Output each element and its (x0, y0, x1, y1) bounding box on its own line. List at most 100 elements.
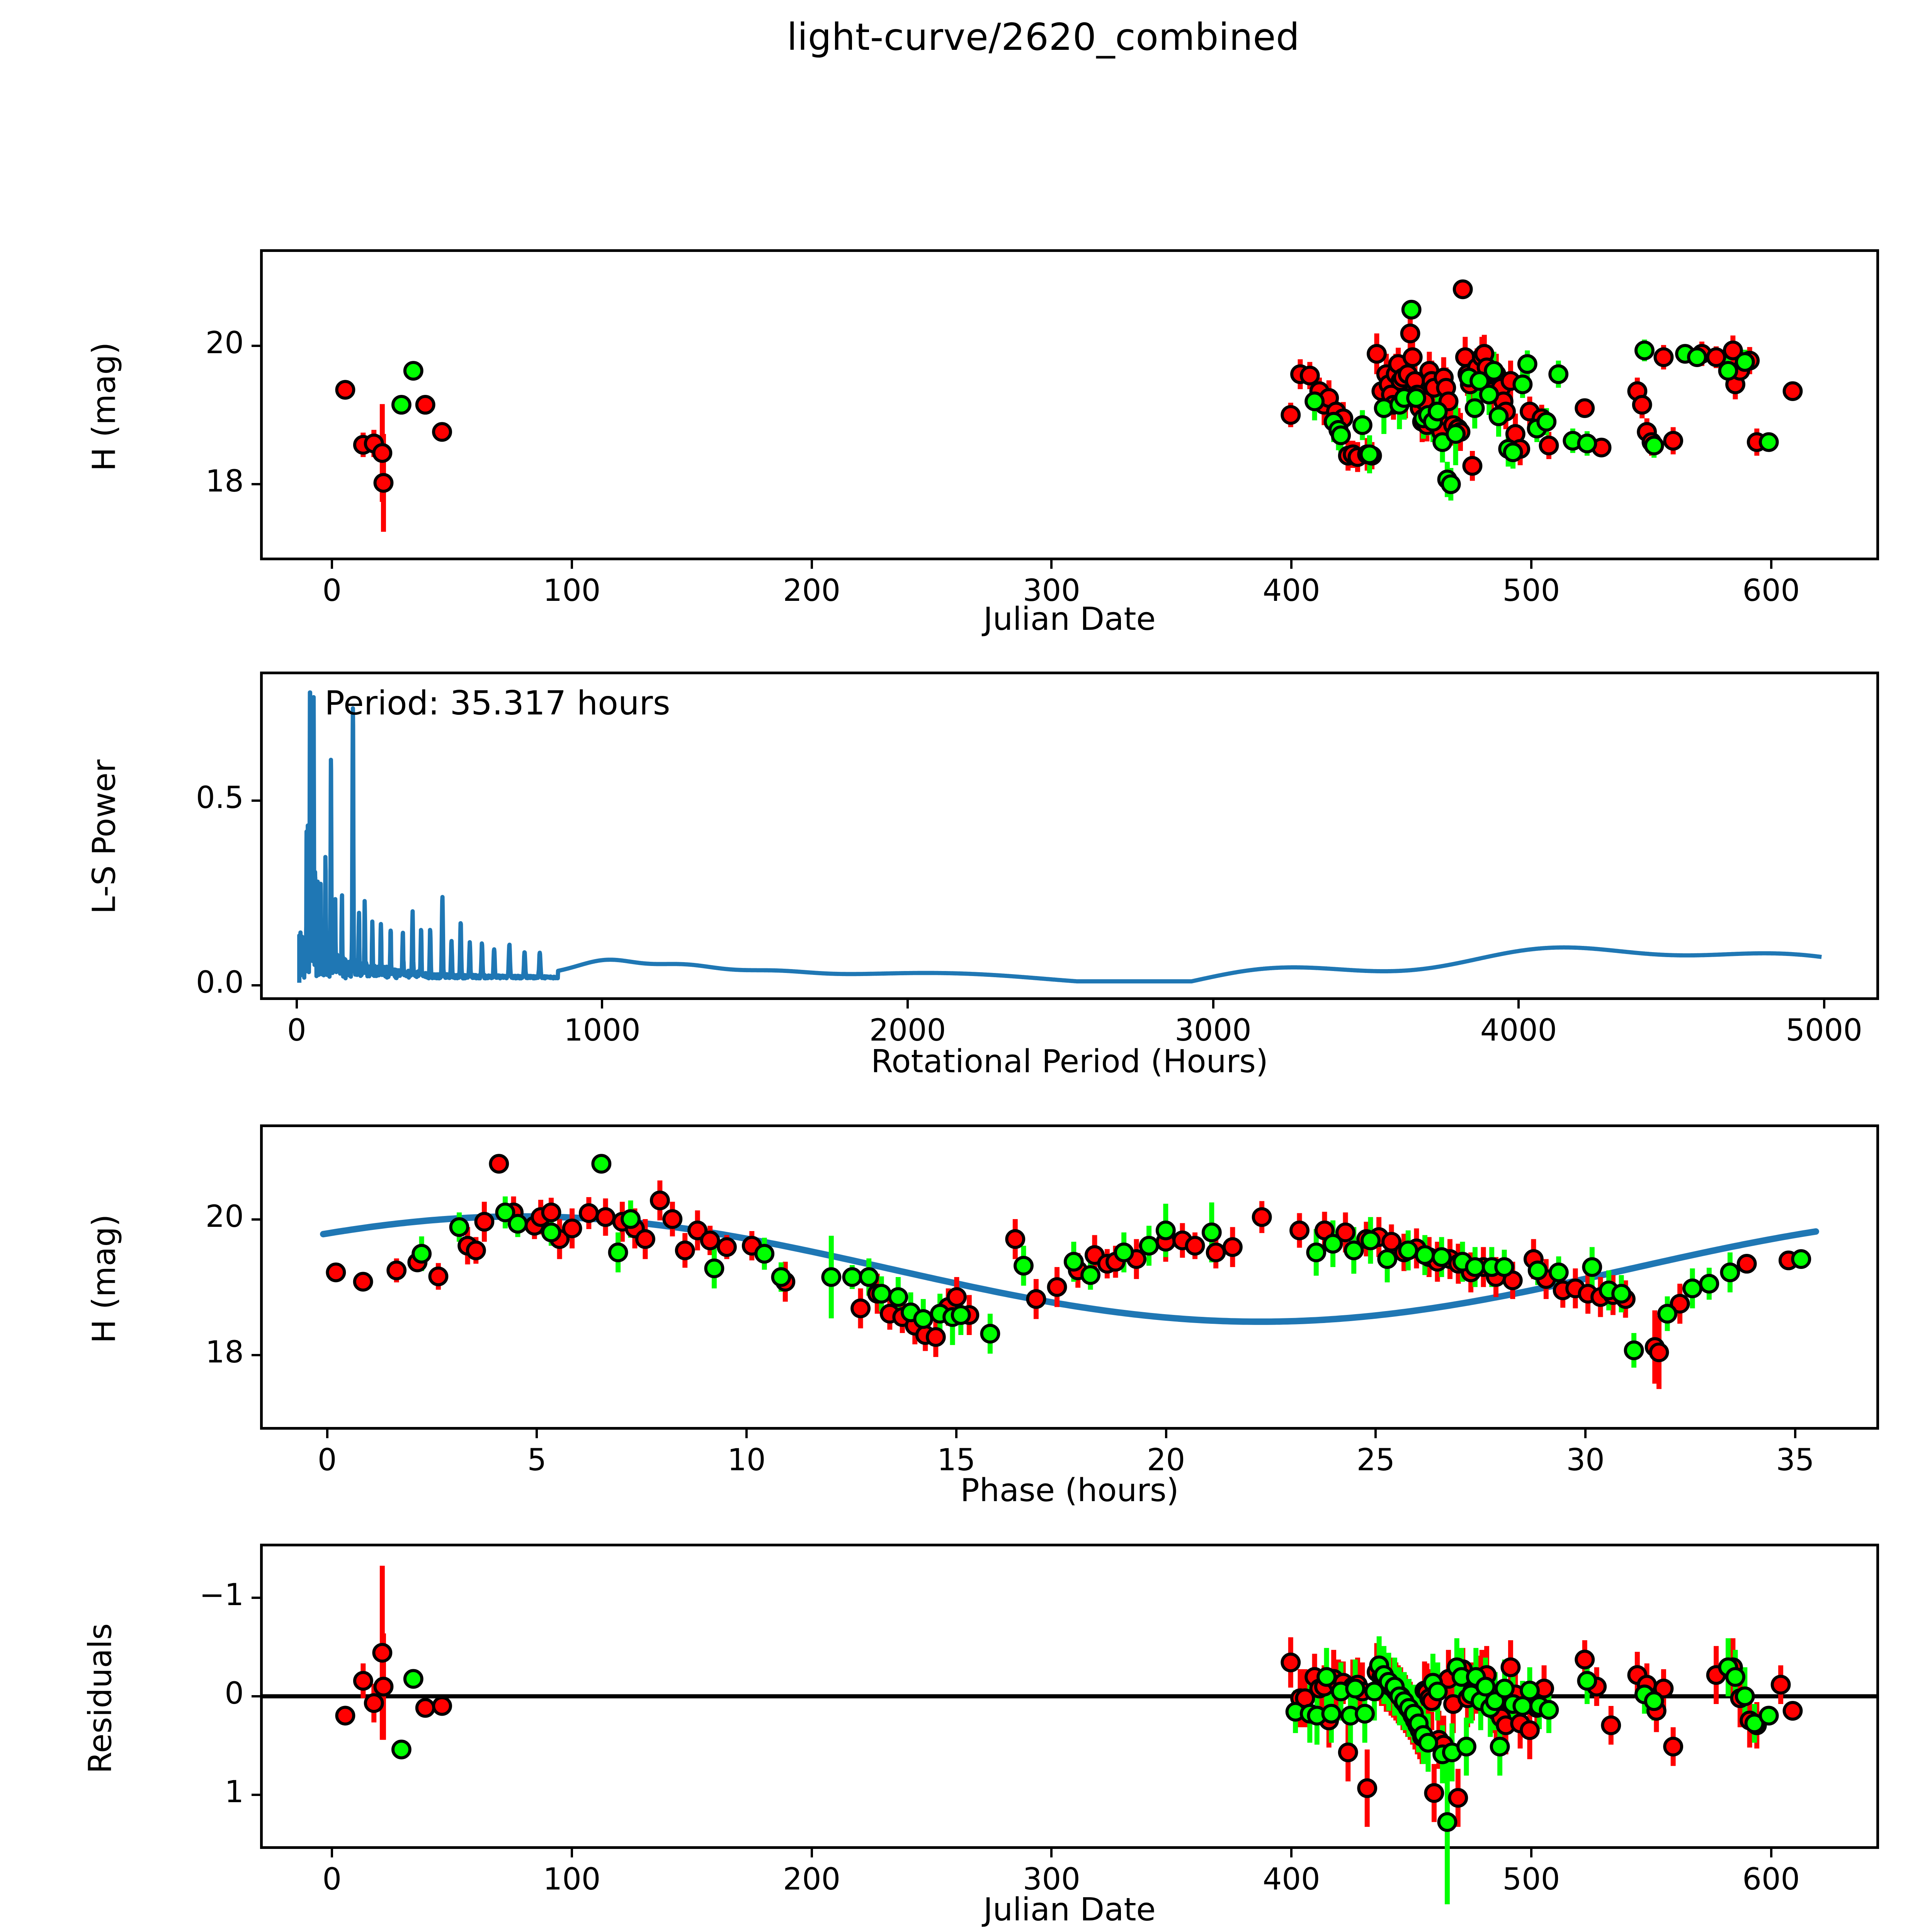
data-point (1427, 401, 1448, 422)
data-point (1361, 1230, 1381, 1250)
data-point (403, 361, 423, 381)
y-tick-label: 1 (224, 1774, 244, 1810)
periodogram-trace (297, 690, 1823, 984)
data-point (1548, 1262, 1569, 1282)
data-point (1155, 1220, 1176, 1240)
x-tick-label: 400 (1262, 573, 1320, 608)
x-tick-mark (1823, 1000, 1825, 1009)
phase-folded-x-axis-label: Phase (hours) (960, 1472, 1179, 1509)
data-point (1437, 1812, 1458, 1832)
y-tick-label: −1 (199, 1578, 244, 1613)
x-tick-label: 500 (1502, 573, 1560, 608)
data-point (1782, 1701, 1803, 1721)
x-tick-label: 200 (783, 1862, 841, 1897)
data-point (1316, 1667, 1337, 1687)
data-point (1381, 1232, 1401, 1252)
data-point (1281, 1652, 1301, 1672)
x-tick-mark (955, 1430, 957, 1438)
y-tick-label: 20 (205, 326, 244, 361)
data-point (326, 1262, 346, 1282)
data-point (1114, 1242, 1134, 1262)
data-point (1185, 1236, 1205, 1256)
x-tick-label: 300 (1022, 573, 1080, 608)
data-point (1653, 347, 1674, 367)
data-point (716, 1237, 737, 1257)
data-point (888, 1287, 908, 1307)
x-tick-mark (331, 1849, 333, 1857)
data-point (1402, 347, 1423, 367)
x-tick-label: 500 (1502, 1862, 1560, 1897)
data-point (1047, 1277, 1067, 1297)
x-tick-label: 30 (1566, 1443, 1605, 1478)
y-tick-label: 0.5 (196, 781, 244, 816)
data-point (1357, 1778, 1378, 1798)
data-point (386, 1260, 407, 1281)
y-tick-label: 18 (205, 464, 244, 499)
data-point (1331, 425, 1351, 446)
data-point (1401, 299, 1422, 320)
data-point (1005, 1229, 1026, 1249)
data-point (1735, 1686, 1755, 1706)
data-point (1632, 395, 1652, 415)
data-point (1500, 1657, 1521, 1677)
light-curve-panel (260, 249, 1879, 560)
data-point (466, 1240, 486, 1260)
phase-folded-panel (260, 1124, 1879, 1430)
data-point (1582, 1257, 1602, 1277)
x-tick-label: 300 (1022, 1862, 1080, 1897)
data-point (662, 1209, 683, 1229)
x-tick-label: 5000 (1786, 1013, 1862, 1048)
data-point (1644, 435, 1664, 456)
data-point (859, 1267, 879, 1287)
y-tick-mark (252, 1354, 260, 1356)
data-point (1644, 1691, 1664, 1711)
x-tick-mark (1584, 1430, 1587, 1438)
data-point (1634, 340, 1655, 361)
period-annotation: Period: 35.317 hours (325, 684, 670, 723)
data-point (1687, 347, 1707, 367)
x-tick-mark (810, 560, 813, 569)
data-point (1575, 1650, 1595, 1670)
x-tick-label: 600 (1742, 573, 1800, 608)
data-point (1323, 1234, 1343, 1254)
x-tick-label: 200 (783, 573, 841, 608)
data-point (1624, 1340, 1644, 1361)
data-point (1657, 1304, 1677, 1324)
data-point (1448, 1788, 1468, 1808)
x-tick-mark (1517, 1000, 1520, 1009)
data-point (373, 1677, 394, 1697)
data-point (1431, 1247, 1452, 1267)
data-point (1026, 1289, 1046, 1309)
data-point (1536, 412, 1557, 432)
data-point (1446, 424, 1466, 444)
data-point (1352, 415, 1372, 435)
data-point (704, 1259, 724, 1279)
data-point (1490, 1736, 1510, 1757)
data-point (1575, 398, 1595, 418)
data-point (1770, 1675, 1791, 1695)
data-point (850, 1298, 871, 1318)
data-point (871, 1284, 892, 1304)
data-point (650, 1190, 670, 1211)
data-point (1527, 1260, 1548, 1281)
data-point (1335, 1222, 1355, 1243)
x-tick-mark (536, 1430, 538, 1438)
data-point (1201, 1222, 1222, 1243)
x-tick-mark (570, 560, 573, 569)
data-point (415, 395, 435, 415)
y-tick-label: 0 (224, 1676, 244, 1711)
data-point (1517, 354, 1537, 374)
data-point (1735, 352, 1755, 372)
y-tick-mark (252, 984, 260, 986)
x-tick-mark (745, 1430, 748, 1438)
periodogram-y-axis-label: L-S Power (86, 759, 123, 914)
y-tick-label: 20 (205, 1199, 244, 1234)
data-point (1791, 1249, 1811, 1269)
periodogram-x-axis-label: Rotational Period (Hours) (871, 1043, 1268, 1080)
data-point (1456, 1736, 1476, 1757)
data-point (1359, 444, 1380, 464)
x-tick-label: 0 (287, 1013, 306, 1048)
x-tick-label: 0 (322, 1862, 342, 1897)
light-curve-y-axis-label: H (mag) (86, 342, 123, 471)
x-tick-mark (1290, 1849, 1293, 1857)
